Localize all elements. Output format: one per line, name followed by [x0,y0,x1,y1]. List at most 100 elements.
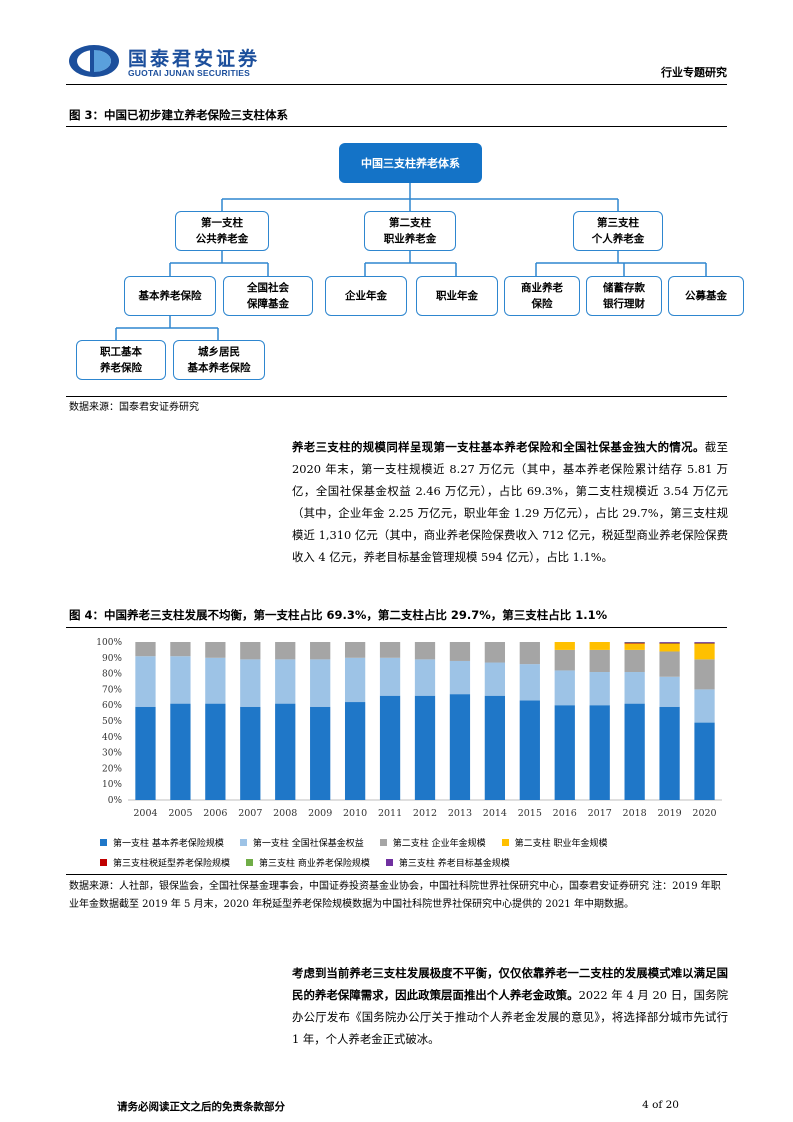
x-tick-label: 2004 [133,808,157,819]
legend-label: 第三支柱税延型养老保险规模 [113,859,231,869]
bar-segment [694,643,715,644]
bar-segment [519,642,540,665]
x-tick-label: 2008 [273,808,297,819]
x-tick-label: 2018 [623,808,647,819]
bar-segment [170,642,191,657]
x-tick-label: 2007 [238,808,262,819]
paragraph-2-body: 2022 年 4 月 20 日，国务院办公厅发布《国务院办公厅关于推动个人养老金… [292,988,728,1046]
legend-item: 第三支柱税延型养老保险规模 [100,854,230,874]
bar-segment [484,642,506,663]
bar-segment [519,700,540,800]
paragraph-1-body: 截至 2020 年末，第一支柱规模近 8.27 万亿元（其中，基本养老保险累计结… [292,440,728,564]
pillar-1-line2: 公共养老金 [195,233,249,245]
bar-segment [659,651,680,677]
bar-segment [484,695,506,800]
bar-segment [554,649,575,671]
figure4-bottom-rule [66,874,727,875]
bar-segment [275,659,296,704]
legend-label: 第一支柱 全国社保基金权益 [252,839,364,849]
node-resident-pension-line2: 基本养老保险 [187,362,251,374]
pillar-3-line1: 第三支柱 [597,217,639,229]
legend-item: 第二支柱 职业年金规模 [501,834,608,854]
bar-segment [694,689,715,723]
node-enterprise-annuity-label: 企业年金 [345,290,387,302]
bar-segment [659,643,680,644]
x-tick-label: 2017 [588,808,612,819]
node-social-security-fund-line1: 全国社会 [247,282,289,294]
bar-segment [310,706,331,800]
bar-segment [694,642,715,643]
bar-segment [519,664,540,701]
footer-disclaimer: 请务必阅读正文之后的免责条款部分 [117,1101,285,1113]
pillar-2-line1: 第二支柱 [389,217,431,229]
legend-item: 第二支柱 企业年金规模 [379,834,486,854]
bar-segment [484,662,506,696]
y-tick-label: 70% [102,685,122,695]
node-savings-wealth-line2: 银行理财 [603,298,645,310]
bar-segment [659,642,680,644]
x-tick-label: 2016 [553,808,577,819]
node-resident-pension: 城乡居民 基本养老保险 [173,340,265,380]
bar-segment [694,643,715,660]
bar-segment [659,642,680,643]
paragraph-2: 考虑到当前养老三支柱发展极度不平衡，仅仅依靠养老一二支柱的发展模式难以满足国民的… [292,962,728,1050]
figure4-top-rule [66,627,727,628]
x-tick-label: 2012 [413,808,437,819]
node-enterprise-annuity: 企业年金 [325,276,407,316]
node-occupational-annuity: 职业年金 [416,276,498,316]
bar-segment [694,642,715,644]
bar-segment [659,643,680,652]
bar-segment [414,642,436,660]
x-tick-label: 2005 [168,808,192,819]
y-tick-label: 90% [102,654,122,664]
node-commercial-insurance: 商业养老 保险 [504,276,580,316]
legend-item: 第三支柱 养老目标基金规模 [385,854,510,874]
legend-swatch [100,839,107,846]
bar-segment [135,706,156,800]
legend-swatch [246,859,254,866]
x-tick-label: 2009 [308,808,332,819]
bar-segment [624,643,645,644]
bar-segment [554,670,575,706]
paragraph-1: 养老三支柱的规模同样呈现第一支柱基本养老保险和全国社保基金独大的情况。截至 20… [292,436,728,568]
x-tick-label: 2014 [483,808,507,819]
bar-segment [624,642,645,643]
figure4-source: 数据来源：人社部，银保监会，全国社保基金理事会，中国证券投资基金业协会，中国社科… [69,881,721,910]
y-tick-label: 0% [108,796,123,806]
bar-segment [694,659,715,690]
legend-swatch [379,839,387,846]
legend-label: 第一支柱 基本养老保险规模 [113,839,224,849]
pillar-3-node: 第三支柱 个人养老金 [573,211,663,251]
bar-segment [275,642,296,660]
node-employee-pension-line1: 职工基本 [100,346,142,358]
bar-segment [694,722,715,800]
y-tick-label: 30% [102,749,122,759]
figure3-source: 数据来源：国泰君安证券研究 [69,402,199,413]
bar-segment [589,642,610,650]
pillar-1-line1: 第一支柱 [201,217,243,229]
node-commercial-insurance-line1: 商业养老 [521,282,563,294]
bar-segment [170,656,191,704]
pillar-2-node: 第二支柱 职业养老金 [364,211,456,251]
paragraph-1-lead: 养老三支柱的规模同样呈现第一支柱基本养老保险和全国社保基金独大的情况。 [292,440,705,454]
bar-segment [589,672,610,706]
bar-segment [589,649,610,673]
x-tick-label: 2010 [343,808,367,819]
node-commercial-insurance-line2: 保险 [531,298,553,310]
report-type: 行业专题研究 [661,66,727,79]
figure3-top-rule [66,126,727,127]
bar-segment [554,642,575,650]
legend-swatch [501,839,509,846]
bar-segment [205,657,226,704]
bar-segment [554,705,575,800]
bar-segment [310,642,331,660]
bar-segment [135,656,156,707]
x-tick-label: 2020 [692,808,716,819]
page-number: 4 of 20 [642,1099,679,1111]
legend-item: 第一支柱 全国社保基金权益 [239,834,364,854]
bar-segment [624,649,645,673]
legend-label: 第二支柱 职业年金规模 [514,839,608,849]
y-tick-label: 20% [102,764,122,774]
legend-swatch [100,859,107,866]
pillar-1-node: 第一支柱 公共养老金 [175,211,269,251]
